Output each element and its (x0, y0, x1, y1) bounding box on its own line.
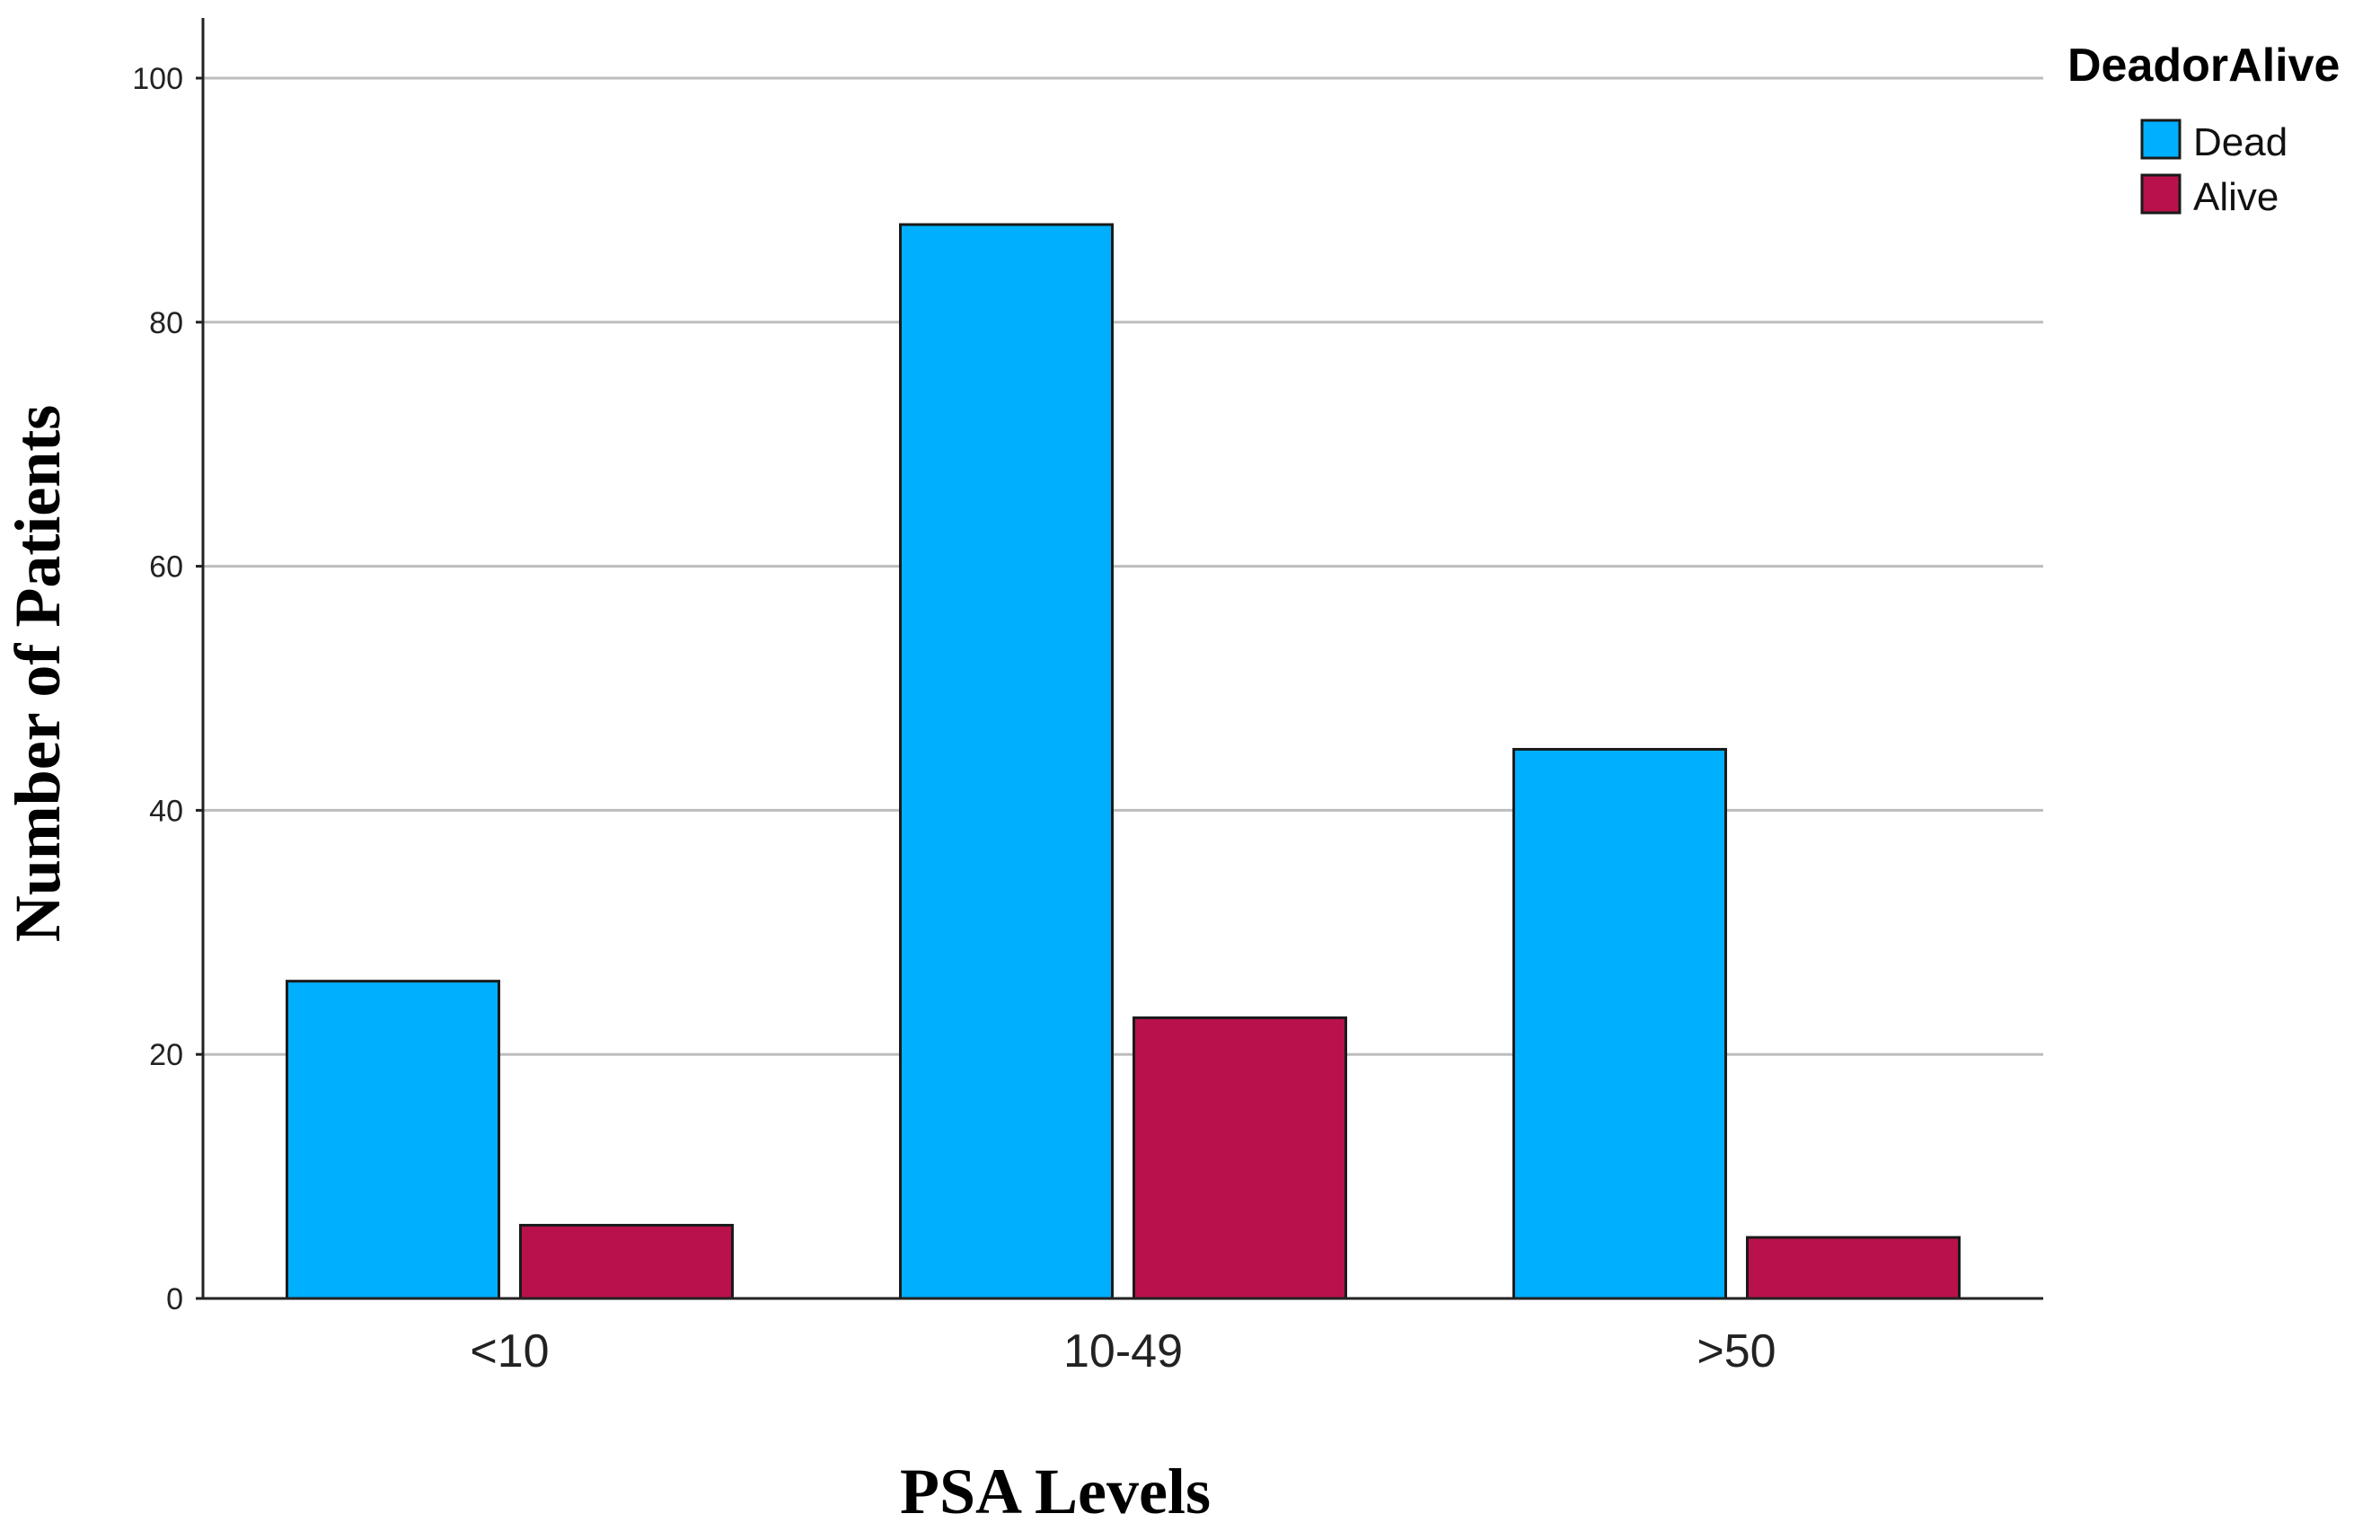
y-tick-label: 100 (132, 62, 183, 96)
bar-dead-2 (1512, 747, 1727, 1300)
legend-swatch-alive (2140, 173, 2182, 215)
y-axis-ticks: 0 20 40 60 80 100 (132, 62, 203, 1316)
y-tick-label: 20 (149, 1038, 183, 1072)
legend-label-alive: Alive (2193, 175, 2279, 219)
bar-alive-2 (1746, 1236, 1961, 1300)
bar-dead-1 (899, 223, 1114, 1300)
bar-dead-0 (286, 980, 500, 1300)
legend: DeadorAlive Dead Alive (2067, 40, 2340, 219)
x-category-label: <10 (470, 1325, 549, 1377)
gridlines (203, 76, 2043, 1056)
x-axis-title: PSA Levels (900, 1456, 1211, 1527)
x-category-label: >50 (1697, 1325, 1776, 1377)
y-tick-label: 40 (149, 794, 183, 828)
legend-swatch-dead (2140, 119, 2182, 160)
bar-alive-1 (1133, 1016, 1347, 1300)
bars (286, 223, 1961, 1300)
y-axis-title: Number of Patients (2, 405, 74, 943)
y-tick-label: 0 (166, 1282, 183, 1316)
bar-alive-0 (519, 1223, 734, 1300)
x-axis-categories: <10 10-49 >50 (470, 1325, 1776, 1377)
legend-title: DeadorAlive (2067, 40, 2340, 92)
x-category-label: 10-49 (1063, 1325, 1183, 1377)
y-tick-label: 60 (149, 550, 183, 585)
legend-label-dead: Dead (2193, 120, 2287, 164)
y-tick-label: 80 (149, 306, 183, 340)
legend-items: Dead Alive (2140, 119, 2287, 219)
